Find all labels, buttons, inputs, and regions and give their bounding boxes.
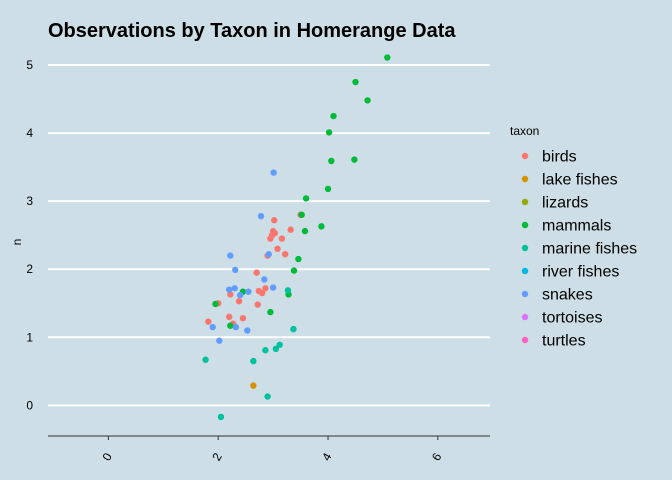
legend-label-lizards: lizards (542, 195, 588, 212)
legend-label-mammals: mammals (542, 218, 611, 235)
y-axis-ticks: 0 1 2 3 4 5 (26, 58, 33, 412)
point-mammals-1 (227, 322, 234, 329)
point-mammals-17 (364, 97, 371, 104)
y-tick-label-2: 2 (26, 262, 33, 276)
point-marine-fishes-1 (217, 413, 225, 421)
point-mammals-10 (318, 223, 325, 230)
point-snakes-8 (244, 327, 251, 334)
point-snakes-14 (270, 169, 277, 176)
point-snakes-11 (261, 276, 268, 283)
legend-key-turtles (521, 336, 529, 344)
point-birds-3 (227, 291, 234, 298)
point-marine-fishes-0 (202, 356, 209, 363)
point-mammals-14 (330, 112, 337, 120)
point-birds-6 (239, 315, 247, 322)
point-birds-7 (253, 269, 260, 276)
point-birds-0 (205, 318, 212, 325)
y-tick-label-0: 0 (26, 398, 33, 412)
data-points (202, 54, 391, 421)
point-birds-5 (235, 298, 243, 305)
point-snakes-3 (227, 252, 234, 259)
point-snakes-4 (231, 285, 238, 292)
point-birds-11 (262, 285, 269, 292)
point-marine-fishes-2 (250, 357, 257, 365)
x-tick-label-1: 2 (209, 450, 225, 463)
point-snakes-12 (265, 251, 272, 258)
point-mammals-8 (301, 227, 309, 235)
legend-key-marine-fishes (521, 244, 529, 252)
legend-label-tortoises: tortoises (542, 310, 602, 327)
point-mammals-0 (212, 300, 219, 308)
legend-title: taxon (510, 124, 539, 138)
point-birds-2 (225, 313, 233, 321)
point-snakes-13 (269, 284, 277, 291)
point-snakes-10 (257, 212, 265, 220)
point-birds-21 (287, 226, 294, 233)
legend-label-marine-fishes: marine fishes (542, 241, 637, 258)
point-birds-19 (278, 235, 286, 242)
legend-label-lake-fishes: lake fishes (542, 172, 618, 189)
point-marine-fishes-8 (290, 325, 297, 333)
point-mammals-11 (324, 185, 332, 193)
point-mammals-15 (351, 156, 358, 163)
legend-label-snakes: snakes (542, 287, 593, 304)
point-mammals-13 (328, 157, 335, 165)
point-snakes-9 (245, 288, 252, 295)
y-tick-label-3: 3 (26, 194, 33, 208)
legend-key-lake-fishes (521, 175, 529, 183)
y-tick-label-4: 4 (26, 126, 33, 140)
x-tick-label-3: 6 (429, 450, 445, 463)
point-birds-10 (258, 289, 266, 297)
point-snakes-1 (216, 337, 223, 344)
x-tick-label-0: 0 (100, 450, 116, 463)
legend-label-river-fishes: river fishes (542, 264, 619, 281)
legend-key-tortoises (521, 313, 529, 321)
point-birds-20 (281, 251, 289, 258)
point-mammals-16 (352, 78, 359, 86)
point-mammals-6 (295, 255, 302, 263)
legend-label-turtles: turtles (542, 333, 586, 350)
y-axis-title: n (10, 239, 24, 246)
point-snakes-6 (232, 323, 239, 331)
point-marine-fishes-6 (276, 341, 283, 348)
legend-key-snakes (521, 290, 529, 298)
legend-key-lizards (521, 198, 529, 206)
point-snakes-5 (232, 266, 239, 274)
point-mammals-9 (302, 195, 310, 202)
point-lake-fishes-0 (250, 382, 257, 389)
chart-title: Observations by Taxon in Homerange Data (48, 20, 456, 42)
legend-key-river-fishes (521, 267, 529, 275)
grid-lines (48, 64, 490, 407)
point-mammals-12 (325, 129, 333, 136)
x-tick-label-2: 4 (319, 450, 335, 463)
point-mammals-3 (267, 308, 274, 316)
legend: taxon birds lake fishes lizards mammals mari… (510, 124, 637, 350)
y-tick-label-1: 1 (26, 330, 33, 344)
legend-label-birds: birds (542, 149, 577, 166)
point-birds-18 (274, 245, 281, 253)
point-marine-fishes-4 (264, 393, 271, 400)
point-marine-fishes-3 (262, 347, 269, 354)
point-snakes-2 (225, 286, 233, 293)
point-birds-17 (271, 229, 278, 237)
point-mammals-7 (298, 211, 305, 218)
y-tick-label-5: 5 (26, 58, 33, 72)
legend-key-mammals (521, 221, 529, 229)
point-mammals-18 (384, 54, 391, 61)
point-mammals-5 (290, 267, 298, 274)
point-marine-fishes-5 (272, 345, 280, 353)
point-birds-8 (254, 301, 261, 308)
legend-key-birds (521, 152, 529, 160)
point-snakes-0 (209, 323, 216, 331)
point-snakes-7 (236, 291, 244, 299)
point-marine-fishes-7 (284, 287, 292, 294)
point-birds-16 (271, 217, 278, 224)
x-axis-ticks: 0 2 4 6 (100, 436, 445, 463)
